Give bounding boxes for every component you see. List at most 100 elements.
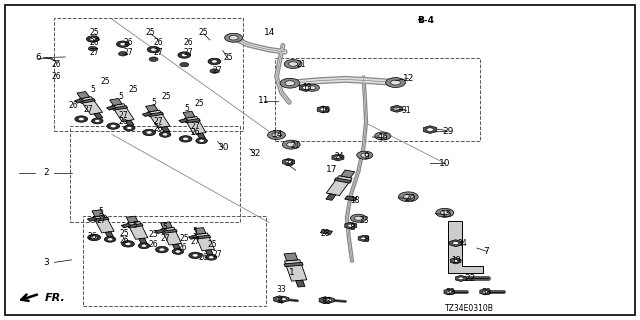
Circle shape: [183, 138, 188, 140]
Circle shape: [147, 46, 160, 53]
Text: 27: 27: [190, 122, 200, 131]
Text: 9: 9: [364, 152, 369, 161]
Circle shape: [182, 54, 187, 56]
Circle shape: [440, 211, 449, 215]
Polygon shape: [324, 297, 334, 303]
Circle shape: [193, 254, 198, 257]
Circle shape: [95, 120, 100, 122]
Polygon shape: [195, 235, 211, 239]
Circle shape: [92, 118, 103, 124]
Text: 33: 33: [481, 288, 492, 297]
Text: 26: 26: [120, 236, 130, 245]
Polygon shape: [300, 84, 312, 92]
Text: 5: 5: [151, 98, 156, 107]
Polygon shape: [80, 99, 95, 103]
Circle shape: [281, 298, 286, 300]
Text: 34: 34: [457, 239, 467, 248]
Polygon shape: [283, 158, 294, 165]
Text: 27: 27: [96, 216, 106, 225]
Circle shape: [172, 249, 184, 254]
Circle shape: [151, 48, 156, 51]
Text: 21: 21: [296, 60, 305, 68]
Circle shape: [282, 140, 300, 149]
Circle shape: [390, 80, 401, 85]
Text: 26: 26: [190, 128, 200, 137]
Text: 33: 33: [276, 285, 287, 294]
Polygon shape: [340, 170, 355, 178]
Polygon shape: [317, 106, 329, 113]
Circle shape: [355, 216, 362, 220]
Circle shape: [453, 260, 458, 262]
Circle shape: [196, 138, 207, 144]
Polygon shape: [480, 289, 490, 295]
Circle shape: [320, 108, 326, 111]
Circle shape: [276, 298, 283, 301]
Circle shape: [159, 132, 171, 137]
Text: 23: 23: [360, 216, 370, 225]
Text: 5: 5: [184, 104, 189, 113]
Circle shape: [229, 36, 238, 40]
Text: 14: 14: [272, 130, 284, 139]
Bar: [83, 216, 266, 306]
Text: 10: 10: [439, 159, 451, 168]
Circle shape: [118, 52, 127, 56]
Circle shape: [210, 69, 219, 73]
Text: 26: 26: [118, 117, 128, 126]
Circle shape: [143, 129, 156, 136]
Text: 16: 16: [378, 133, 388, 142]
Text: 5: 5: [132, 221, 137, 230]
Circle shape: [111, 125, 116, 127]
Circle shape: [141, 244, 147, 247]
Polygon shape: [326, 176, 352, 196]
Polygon shape: [326, 194, 336, 200]
Polygon shape: [284, 253, 298, 261]
Polygon shape: [450, 240, 461, 247]
Text: 2: 2: [44, 168, 49, 177]
Circle shape: [350, 214, 367, 222]
Text: 5: 5: [163, 223, 168, 232]
Circle shape: [120, 43, 125, 45]
Polygon shape: [184, 116, 206, 134]
Text: 8: 8: [349, 223, 355, 232]
Circle shape: [399, 192, 418, 202]
Circle shape: [107, 123, 120, 129]
Text: 28: 28: [321, 229, 330, 238]
Circle shape: [379, 134, 387, 138]
Polygon shape: [319, 297, 331, 304]
Text: 24: 24: [334, 152, 344, 161]
Circle shape: [138, 243, 150, 249]
Polygon shape: [106, 106, 116, 110]
Polygon shape: [284, 262, 303, 267]
Polygon shape: [126, 216, 138, 223]
Circle shape: [447, 291, 452, 293]
Polygon shape: [74, 99, 84, 103]
Text: 27: 27: [184, 48, 194, 57]
Polygon shape: [391, 105, 403, 112]
Circle shape: [268, 131, 285, 140]
Circle shape: [394, 107, 400, 110]
Polygon shape: [195, 228, 206, 234]
Circle shape: [189, 252, 202, 259]
Polygon shape: [296, 280, 305, 287]
Circle shape: [116, 41, 129, 47]
Polygon shape: [105, 232, 113, 237]
Text: 33: 33: [321, 297, 332, 306]
Circle shape: [335, 156, 341, 159]
Text: 25: 25: [145, 28, 156, 36]
Polygon shape: [127, 221, 148, 239]
Circle shape: [175, 250, 180, 253]
Circle shape: [212, 60, 217, 63]
Polygon shape: [146, 105, 158, 112]
Circle shape: [180, 62, 189, 67]
Polygon shape: [424, 126, 436, 133]
Text: 7: 7: [484, 247, 489, 256]
Circle shape: [208, 58, 221, 65]
Circle shape: [326, 299, 332, 301]
Text: 26: 26: [51, 72, 61, 81]
Circle shape: [178, 52, 191, 58]
Text: 26: 26: [68, 101, 79, 110]
Circle shape: [147, 131, 152, 134]
Text: 25: 25: [179, 234, 189, 243]
Circle shape: [289, 62, 298, 66]
Text: 16: 16: [320, 106, 330, 115]
